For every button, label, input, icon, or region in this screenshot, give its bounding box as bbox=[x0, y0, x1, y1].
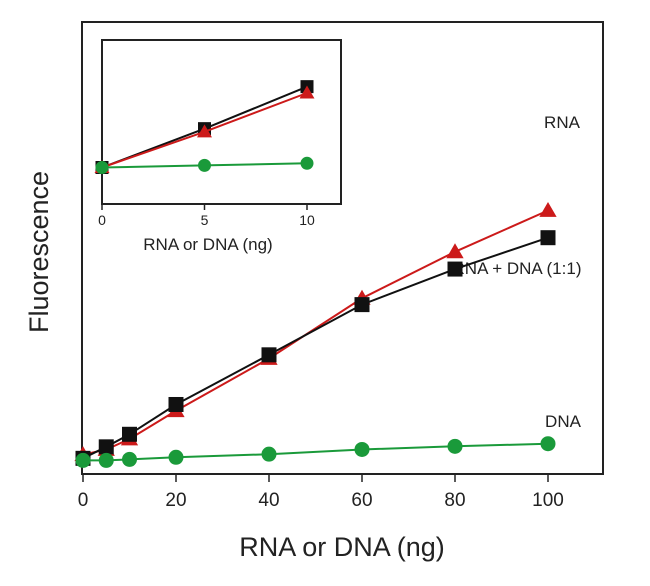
main-point-dna bbox=[540, 436, 556, 452]
inset-x-axis-title: RNA or DNA (ng) bbox=[143, 235, 272, 254]
inset-series-group bbox=[94, 80, 315, 174]
main-point-dna bbox=[261, 446, 277, 462]
main-point-rna-dna-1-1 bbox=[354, 297, 370, 313]
main-point-dna bbox=[75, 452, 91, 468]
inset-point-series-2 bbox=[299, 85, 315, 99]
main-point-rna-dna-1-1 bbox=[122, 426, 137, 442]
series-label-rna: RNA bbox=[544, 113, 581, 132]
main-point-dna bbox=[98, 452, 114, 468]
main-point-rna-dna-1-1 bbox=[261, 347, 277, 363]
main-x-tick-label: 100 bbox=[532, 490, 564, 511]
main-point-rna-dna-1-1 bbox=[540, 230, 556, 246]
main-x-ticks: 0 20 40 60 80 100 bbox=[78, 474, 564, 511]
inset-point-series-3 bbox=[300, 156, 314, 170]
main-point-dna bbox=[122, 451, 137, 467]
main-point-rna-dna-1-1 bbox=[168, 396, 184, 412]
main-point-rna bbox=[446, 243, 464, 259]
main-point-dna bbox=[168, 449, 184, 465]
inset-point-series-3 bbox=[198, 158, 211, 172]
main-point-rna bbox=[539, 201, 557, 217]
inset-x-tick-label: 0 bbox=[98, 212, 106, 228]
series-label-dna: DNA bbox=[545, 412, 582, 431]
main-x-tick-label: 60 bbox=[351, 490, 372, 511]
inset-point-series-3 bbox=[95, 161, 109, 174]
main-point-dna bbox=[354, 441, 370, 457]
main-x-tick-label: 40 bbox=[258, 490, 279, 511]
main-point-rna-dna-1-1 bbox=[98, 439, 114, 455]
inset-x-ticks: 0 5 10 bbox=[98, 204, 315, 228]
series-label-rna-dna-mix: RNA + DNA (1:1) bbox=[453, 259, 582, 278]
main-x-tick-label: 20 bbox=[165, 490, 186, 511]
inset-point-series-2 bbox=[197, 124, 212, 138]
inset-plot-frame bbox=[101, 39, 342, 205]
main-point-rna-dna-1-1 bbox=[447, 261, 463, 277]
inset-x-tick-label: 5 bbox=[201, 212, 209, 228]
main-y-axis-title: Fluorescence bbox=[24, 171, 54, 333]
main-series-group bbox=[74, 201, 557, 468]
main-x-tick-label: 0 bbox=[78, 490, 89, 511]
main-x-axis-title: RNA or DNA (ng) bbox=[239, 532, 445, 562]
main-x-tick-label: 80 bbox=[444, 490, 465, 511]
inset-x-tick-label: 10 bbox=[299, 212, 315, 228]
main-point-dna bbox=[447, 438, 463, 454]
main-line-dna bbox=[83, 442, 549, 462]
main-plot-frame bbox=[81, 21, 604, 475]
